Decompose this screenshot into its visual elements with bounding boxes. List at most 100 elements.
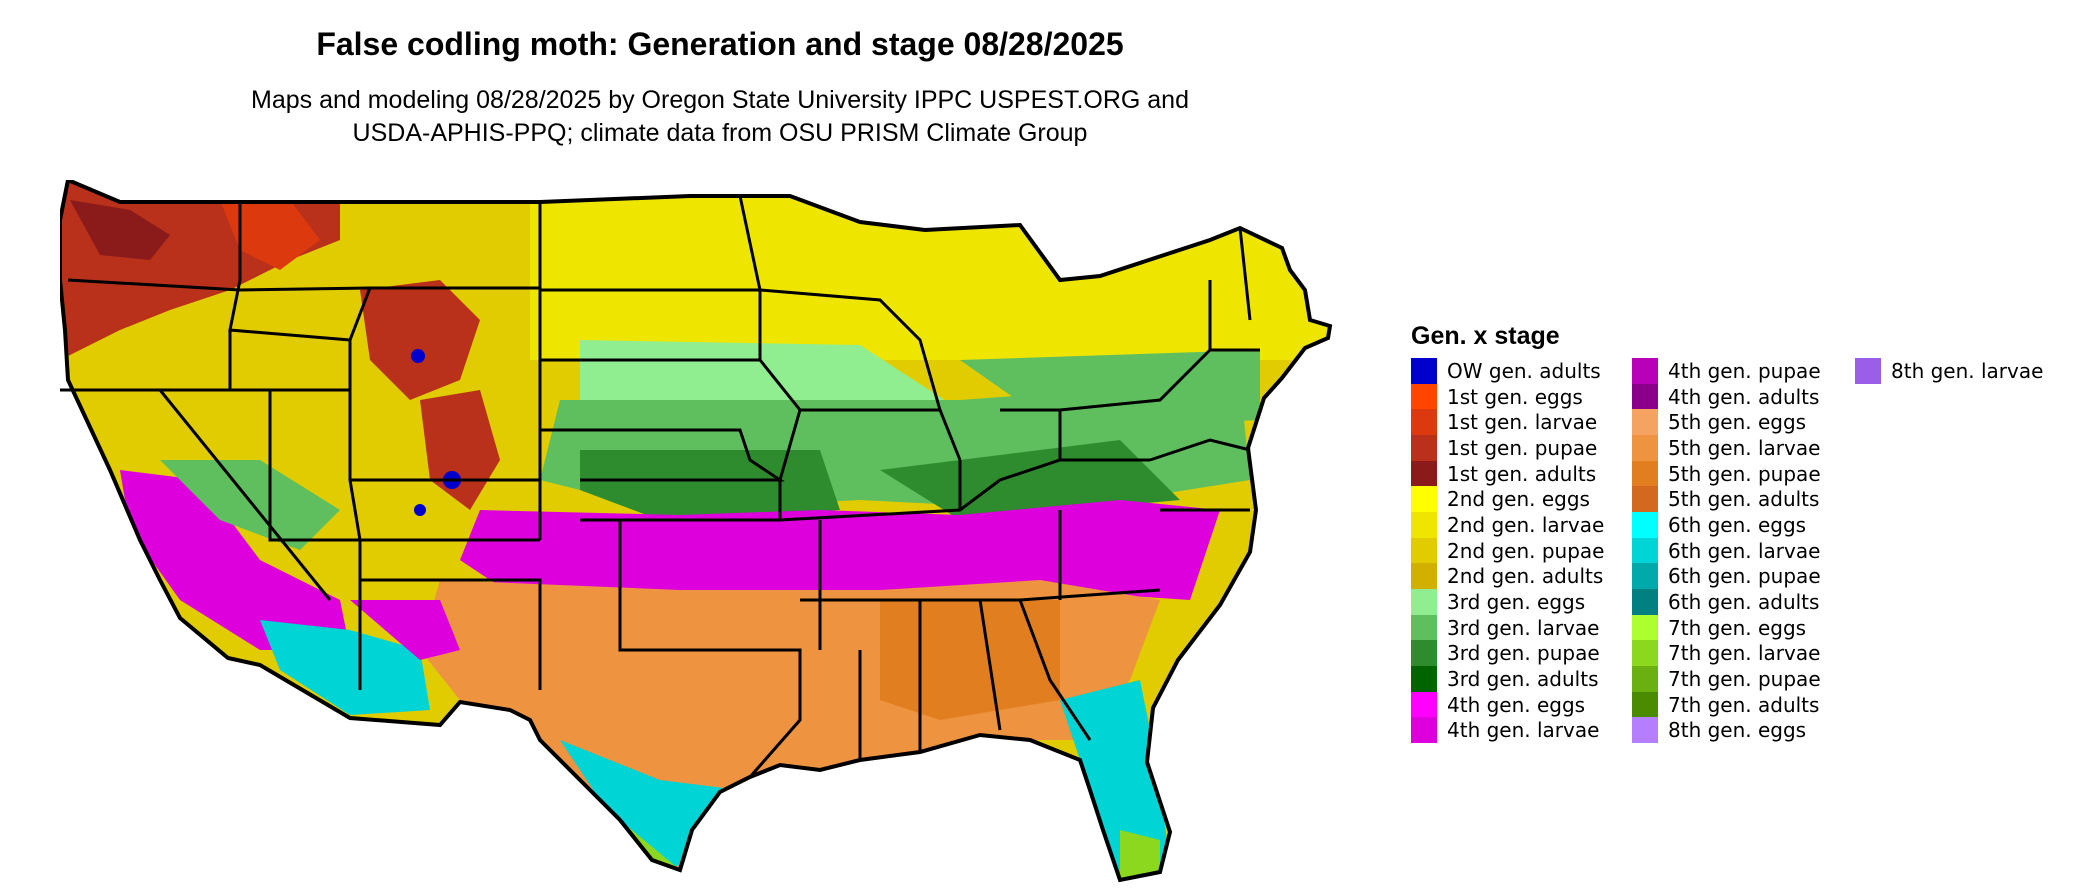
legend-swatch xyxy=(1411,460,1437,487)
legend-label: 7th gen. eggs xyxy=(1668,615,1807,640)
legend-swatch xyxy=(1411,537,1437,564)
legend-swatch xyxy=(1632,614,1658,641)
legend-swatch xyxy=(1411,434,1437,461)
legend-label: 1st gen. larvae xyxy=(1447,410,1598,435)
legend-swatch xyxy=(1632,537,1658,564)
legend-swatch xyxy=(1411,614,1437,641)
legend-label: 5th gen. pupae xyxy=(1668,461,1821,486)
legend-label: 4th gen. larvae xyxy=(1447,718,1600,743)
legend-swatch xyxy=(1632,460,1658,487)
legend-item: 4th gen. pupae xyxy=(1632,357,1821,384)
legend-label: 3rd gen. pupae xyxy=(1447,641,1600,666)
legend-item: OW gen. adults xyxy=(1411,357,1604,384)
legend-swatch xyxy=(1632,383,1658,410)
legend-item: 1st gen. larvae xyxy=(1411,409,1604,436)
legend-swatch xyxy=(1411,717,1437,744)
legend-label: 6th gen. eggs xyxy=(1668,512,1807,537)
legend-swatch xyxy=(1632,691,1658,718)
legend-label: 6th gen. adults xyxy=(1668,590,1820,615)
legend-label: 2nd gen. pupae xyxy=(1447,538,1605,563)
legend-label: 3rd gen. eggs xyxy=(1447,590,1586,615)
legend-label: 5th gen. eggs xyxy=(1668,410,1807,435)
legend-item: 8th gen. larvae xyxy=(1855,357,2044,384)
legend-swatch xyxy=(1632,640,1658,667)
legend-item: 2nd gen. eggs xyxy=(1411,486,1604,513)
legend-item: 3rd gen. eggs xyxy=(1411,589,1604,616)
legend-item: 1st gen. adults xyxy=(1411,460,1604,487)
legend-swatch xyxy=(1411,511,1437,538)
legend-label: 1st gen. pupae xyxy=(1447,435,1598,460)
legend-label: 3rd gen. adults xyxy=(1447,667,1599,692)
legend-label: OW gen. adults xyxy=(1447,358,1601,383)
legend-swatch xyxy=(1411,666,1437,693)
legend-label: 2nd gen. adults xyxy=(1447,564,1604,589)
legend-item: 7th gen. pupae xyxy=(1632,666,1821,693)
legend-label: 8th gen. eggs xyxy=(1668,718,1807,743)
legend-item: 3rd gen. adults xyxy=(1411,666,1604,693)
legend-swatch xyxy=(1411,383,1437,410)
legend-item: 6th gen. pupae xyxy=(1632,563,1821,590)
legend-label: 5th gen. larvae xyxy=(1668,435,1821,460)
legend-item: 2nd gen. adults xyxy=(1411,563,1604,590)
legend-item: 7th gen. eggs xyxy=(1632,614,1821,641)
legend-column: OW gen. adults 1st gen. eggs 1st gen. larv… xyxy=(1411,357,1605,744)
legend-label: 4th gen. adults xyxy=(1668,384,1820,409)
legend-item: 7th gen. adults xyxy=(1632,691,1821,718)
legend-item: 5th gen. adults xyxy=(1632,486,1821,513)
legend-item: 1st gen. eggs xyxy=(1411,383,1604,410)
legend-item: 8th gen. eggs xyxy=(1632,717,1821,744)
legend-label: 1st gen. eggs xyxy=(1447,384,1583,409)
legend-swatch xyxy=(1411,486,1437,513)
legend-swatch xyxy=(1632,717,1658,744)
legend-item: 2nd gen. pupae xyxy=(1411,537,1605,564)
map-title: False codling moth: Generation and stage… xyxy=(316,26,1124,62)
legend-column: 4th gen. pupae 4th gen. adults 5th gen. eg… xyxy=(1632,357,1821,744)
legend-label: 1st gen. adults xyxy=(1447,461,1597,486)
legend-swatch xyxy=(1632,486,1658,513)
legend-item: 3rd gen. pupae xyxy=(1411,640,1604,667)
legend-swatch xyxy=(1632,563,1658,590)
legend-swatch xyxy=(1632,666,1658,693)
legend-swatch xyxy=(1411,409,1437,436)
legend-swatch xyxy=(1632,511,1658,538)
stage-regions xyxy=(60,180,1330,880)
legend-item: 4th gen. adults xyxy=(1632,383,1821,410)
legend-swatch xyxy=(1632,357,1658,384)
legend-label: 4th gen. pupae xyxy=(1668,358,1821,383)
legend-label: 7th gen. pupae xyxy=(1668,667,1821,692)
legend-label: 7th gen. adults xyxy=(1668,692,1820,717)
legend-item: 4th gen. larvae xyxy=(1411,717,1604,744)
legend-label: 4th gen. eggs xyxy=(1447,692,1586,717)
subtitle-line-2: USDA-APHIS-PPQ; climate data from OSU PR… xyxy=(352,119,1088,147)
legend-item: 6th gen. adults xyxy=(1632,589,1821,616)
legend-item: 5th gen. pupae xyxy=(1632,460,1821,487)
legend-label: 6th gen. larvae xyxy=(1668,538,1821,563)
legend-swatch xyxy=(1411,691,1437,718)
legend-label: 2nd gen. eggs xyxy=(1447,487,1590,512)
legend-item: 2nd gen. larvae xyxy=(1411,511,1605,538)
legend-label: 2nd gen. larvae xyxy=(1447,512,1605,537)
legend-swatch xyxy=(1632,409,1658,436)
legend-label: 5th gen. adults xyxy=(1668,487,1820,512)
legend-swatch xyxy=(1632,434,1658,461)
legend-swatch xyxy=(1632,589,1658,616)
subtitle-line-1: Maps and modeling 08/28/2025 by Oregon S… xyxy=(251,86,1189,114)
legend-swatch xyxy=(1411,563,1437,590)
legend-swatch xyxy=(1411,640,1437,667)
legend-item: 6th gen. larvae xyxy=(1632,537,1821,564)
legend-label: 3rd gen. larvae xyxy=(1447,615,1600,640)
legend-label: 6th gen. pupae xyxy=(1668,564,1821,589)
legend-item: 7th gen. larvae xyxy=(1632,640,1821,667)
state-borders xyxy=(60,180,1333,883)
legend-label: 8th gen. larvae xyxy=(1891,358,2044,383)
legend-item: 3rd gen. larvae xyxy=(1411,614,1604,641)
legend-label: 7th gen. larvae xyxy=(1668,641,1821,666)
legend-title: Gen. x stage xyxy=(1411,322,1560,350)
legend-column: 8th gen. larvae xyxy=(1855,357,2044,384)
legend-item: 5th gen. eggs xyxy=(1632,409,1821,436)
legend-swatch xyxy=(1855,357,1881,384)
legend-item: 1st gen. pupae xyxy=(1411,434,1604,461)
map-subtitle: Maps and modeling 08/28/2025 by Oregon S… xyxy=(0,84,1440,150)
us-stage-map xyxy=(60,180,1333,883)
legend-swatch xyxy=(1411,589,1437,616)
